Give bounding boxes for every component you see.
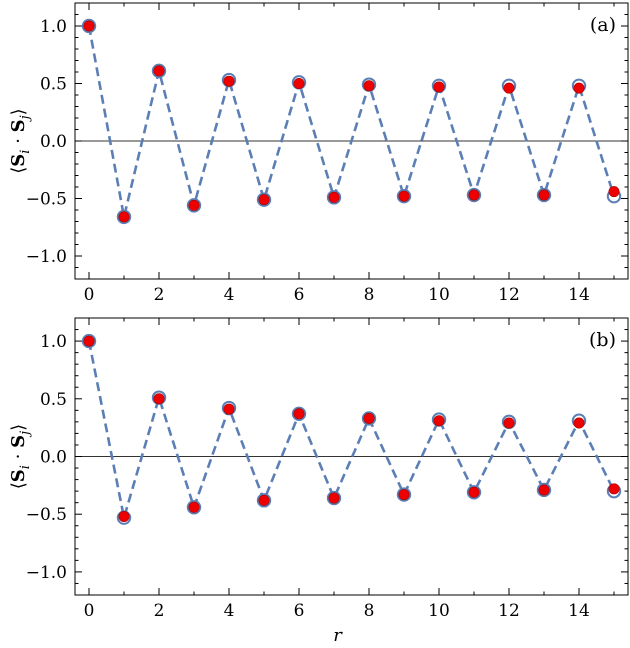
filled-circle-point [573, 82, 585, 94]
y-tick-label: −0.5 [26, 190, 67, 210]
series-line [87, 25, 616, 218]
y-tick-label: 1.0 [40, 17, 67, 37]
x-tick-label: 12 [498, 601, 520, 621]
filled-circle-point [573, 417, 585, 429]
x-tick-label: 0 [84, 601, 95, 621]
x-axis-label: r [333, 625, 343, 646]
filled-circle-point [293, 408, 305, 420]
x-tick-label: 6 [294, 601, 305, 621]
filled-circle-point [363, 412, 375, 424]
filled-circle-point [363, 80, 375, 92]
y-tick-label: 0.0 [40, 448, 67, 468]
filled-circle-point [328, 191, 340, 203]
filled-circle-point [468, 486, 480, 498]
filled-circle-point [328, 492, 340, 504]
filled-circle-point [118, 511, 130, 523]
x-tick-label: 14 [568, 601, 590, 621]
x-tick-label: 2 [154, 285, 165, 305]
x-tick-label: 12 [498, 285, 520, 305]
panel-a: 0 2 4 6 8 10 12 14 −1.0 −0.5 0.0 0.5 1.0 (a) ⟨Si · Sj⟩ [8, 2, 629, 305]
filled-circle-point [398, 190, 410, 202]
y-axis-label: ⟨Si · Sj⟩ [8, 108, 33, 173]
filled-circle-point [538, 484, 550, 496]
y-tick-label: 0.0 [40, 132, 67, 152]
y-axis-label: ⟨Si · Sj⟩ [8, 424, 33, 489]
x-tick-label: 10 [428, 285, 450, 305]
filled-circle-point [258, 494, 270, 506]
y-tick-label: −0.5 [26, 505, 67, 525]
x-tick-label: 8 [364, 601, 375, 621]
filled-circle-point [608, 186, 620, 198]
series-line [87, 340, 616, 519]
filled-circle-point [503, 82, 515, 94]
filled-circle-point [118, 211, 130, 223]
filled-circle-point [433, 81, 445, 93]
x-tick-label: 2 [154, 601, 165, 621]
filled-circle-point [503, 417, 515, 429]
panel-label: (a) [590, 14, 616, 36]
filled-circle-point [433, 415, 445, 427]
x-tick-label: 8 [364, 285, 375, 305]
filled-circle-point [468, 189, 480, 201]
filled-circle-point [223, 75, 235, 87]
panel-b: 0 2 4 6 8 10 12 14 −1.0 −0.5 0.0 0.5 1.0 (b) ⟨Si · Sj⟩… [8, 317, 629, 646]
y-tick-label: −1.0 [26, 563, 67, 583]
filled-circle-point [83, 335, 95, 347]
filled-circle-point [398, 489, 410, 501]
x-tick-label: 0 [84, 285, 95, 305]
filled-circle-point [538, 189, 550, 201]
x-tick-label: 10 [428, 601, 450, 621]
y-tick-label: −1.0 [26, 247, 67, 267]
y-tick-label: 0.5 [40, 390, 67, 410]
filled-circle-point [608, 483, 620, 495]
filled-circle-point [258, 194, 270, 206]
x-tick-label: 14 [568, 285, 590, 305]
x-tick-label: 6 [294, 285, 305, 305]
filled-circle-point [188, 501, 200, 513]
x-tick-label: 4 [224, 285, 235, 305]
y-tick-label: 0.5 [40, 75, 67, 95]
filled-circle-point [153, 65, 165, 77]
filled-circle-point [153, 393, 165, 405]
y-tick-label: 1.0 [40, 332, 67, 352]
panel-label: (b) [589, 329, 616, 351]
filled-circle-point [83, 20, 95, 32]
filled-circle-point [223, 403, 235, 415]
x-tick-label: 4 [224, 601, 235, 621]
filled-circle-point [293, 78, 305, 90]
filled-circle-point [188, 199, 200, 211]
